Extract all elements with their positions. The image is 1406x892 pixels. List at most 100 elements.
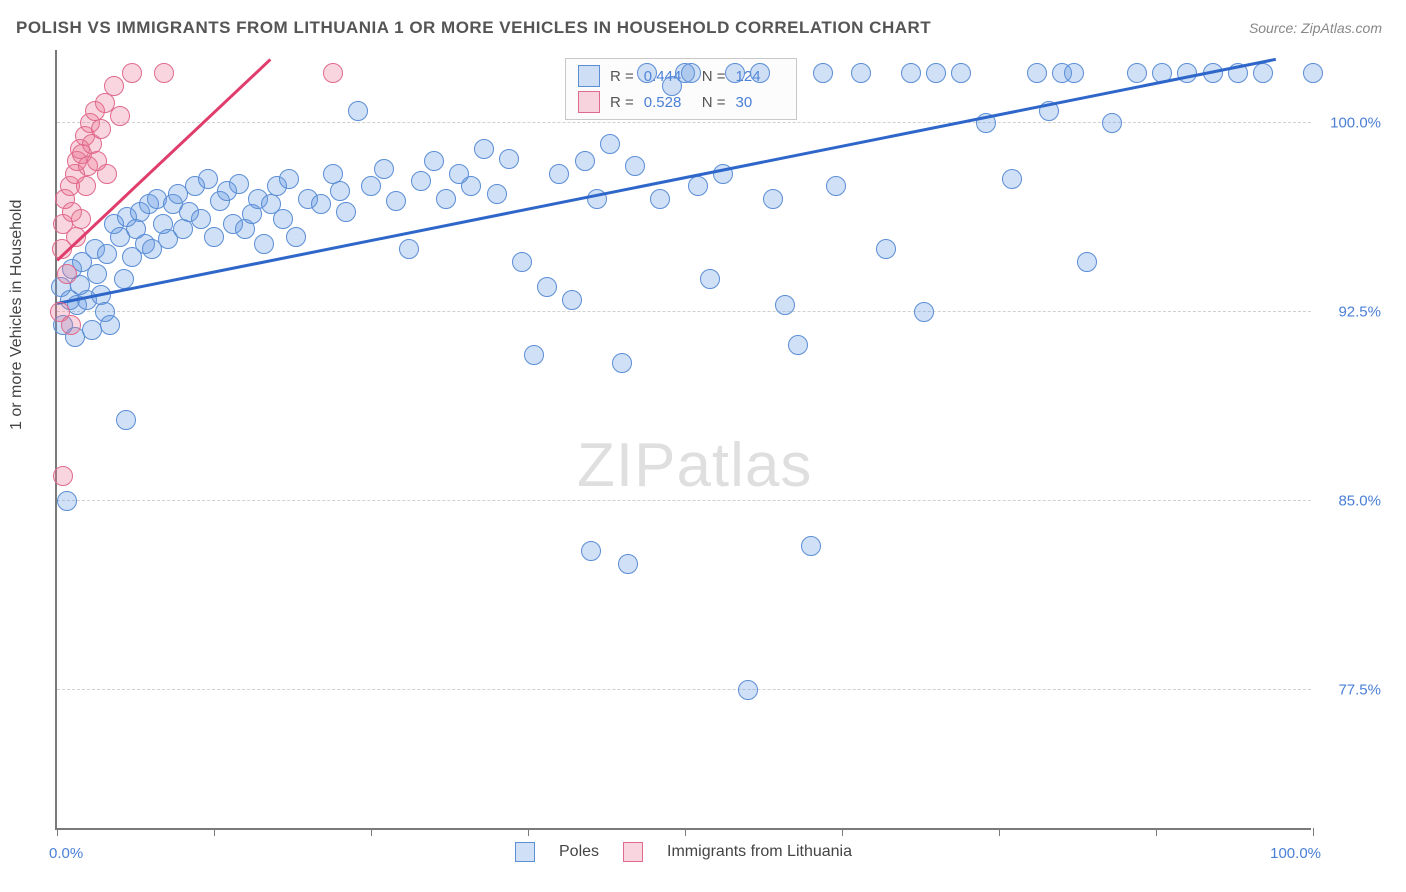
- n-value: 30: [736, 94, 784, 111]
- data-point: [813, 63, 833, 83]
- data-point: [229, 174, 249, 194]
- x-tick: [685, 828, 686, 836]
- legend-swatch-poles: [515, 842, 535, 862]
- x-tick: [999, 828, 1000, 836]
- gridline: [57, 689, 1311, 690]
- data-point: [775, 295, 795, 315]
- data-point: [424, 151, 444, 171]
- x-tick-label-max: 100.0%: [1270, 845, 1321, 862]
- data-point: [1002, 169, 1022, 189]
- data-point: [411, 171, 431, 191]
- watermark-thin: atlas: [676, 431, 812, 500]
- data-point: [575, 151, 595, 171]
- data-point: [681, 63, 701, 83]
- data-point: [361, 176, 381, 196]
- series-swatch-lithuania: [578, 91, 600, 113]
- data-point: [914, 302, 934, 322]
- legend-label: Immigrants from Lithuania: [667, 843, 852, 861]
- chart-title: POLISH VS IMMIGRANTS FROM LITHUANIA 1 OR…: [16, 18, 931, 38]
- data-point: [286, 227, 306, 247]
- data-point: [637, 63, 657, 83]
- data-point: [461, 176, 481, 196]
- data-point: [71, 209, 91, 229]
- data-point: [198, 169, 218, 189]
- data-point: [1064, 63, 1084, 83]
- data-point: [122, 63, 142, 83]
- y-axis-label: 1 or more Vehicles in Household: [8, 200, 26, 430]
- data-point: [826, 176, 846, 196]
- x-tick: [214, 828, 215, 836]
- y-tick-label: 85.0%: [1321, 492, 1381, 509]
- data-point: [1127, 63, 1147, 83]
- data-point: [750, 63, 770, 83]
- data-point: [487, 184, 507, 204]
- x-tick: [528, 828, 529, 836]
- data-point: [725, 63, 745, 83]
- gridline: [57, 311, 1311, 312]
- data-point: [91, 119, 111, 139]
- legend-swatch-lithuania: [623, 842, 643, 862]
- data-point: [1027, 63, 1047, 83]
- x-tick: [1156, 828, 1157, 836]
- data-point: [386, 191, 406, 211]
- data-point: [100, 315, 120, 335]
- data-point: [191, 209, 211, 229]
- data-point: [801, 536, 821, 556]
- data-point: [311, 194, 331, 214]
- data-point: [474, 139, 494, 159]
- data-point: [154, 63, 174, 83]
- data-point: [499, 149, 519, 169]
- x-tick: [57, 828, 58, 836]
- data-point: [399, 239, 419, 259]
- data-point: [512, 252, 532, 272]
- data-point: [1303, 63, 1323, 83]
- data-point: [97, 244, 117, 264]
- data-point: [273, 209, 293, 229]
- x-tick: [371, 828, 372, 836]
- data-point: [688, 176, 708, 196]
- x-tick: [842, 828, 843, 836]
- data-point: [279, 169, 299, 189]
- data-point: [110, 106, 130, 126]
- y-tick-label: 100.0%: [1321, 115, 1381, 132]
- data-point: [650, 189, 670, 209]
- data-point: [618, 554, 638, 574]
- data-point: [581, 541, 601, 561]
- source-label: Source: ZipAtlas.com: [1249, 20, 1382, 36]
- data-point: [1253, 63, 1273, 83]
- data-point: [788, 335, 808, 355]
- data-point: [1077, 252, 1097, 272]
- y-tick-label: 92.5%: [1321, 304, 1381, 321]
- stat-label: N =: [702, 94, 726, 111]
- gridline: [57, 500, 1311, 501]
- r-value: 0.528: [644, 94, 692, 111]
- watermark-text: ZIPatlas: [577, 430, 812, 501]
- data-point: [348, 101, 368, 121]
- data-point: [700, 269, 720, 289]
- stat-label: R =: [610, 68, 634, 85]
- data-point: [204, 227, 224, 247]
- y-tick-label: 77.5%: [1321, 681, 1381, 698]
- data-point: [549, 164, 569, 184]
- data-point: [53, 466, 73, 486]
- data-point: [625, 156, 645, 176]
- data-point: [600, 134, 620, 154]
- series-swatch-poles: [578, 65, 600, 87]
- x-tick-label-min: 0.0%: [49, 845, 83, 862]
- x-tick: [1313, 828, 1314, 836]
- data-point: [537, 277, 557, 297]
- data-point: [116, 410, 136, 430]
- scatter-plot-area: ZIPatlas R = 0.444 N = 124 R = 0.528 N =…: [55, 50, 1311, 830]
- stats-row: R = 0.528 N = 30: [578, 89, 784, 115]
- gridline: [57, 122, 1311, 123]
- data-point: [323, 63, 343, 83]
- data-point: [330, 181, 350, 201]
- data-point: [57, 264, 77, 284]
- data-point: [436, 189, 456, 209]
- data-point: [901, 63, 921, 83]
- data-point: [1102, 113, 1122, 133]
- legend: Poles Immigrants from Lithuania: [515, 842, 852, 862]
- data-point: [254, 234, 274, 254]
- data-point: [173, 219, 193, 239]
- data-point: [562, 290, 582, 310]
